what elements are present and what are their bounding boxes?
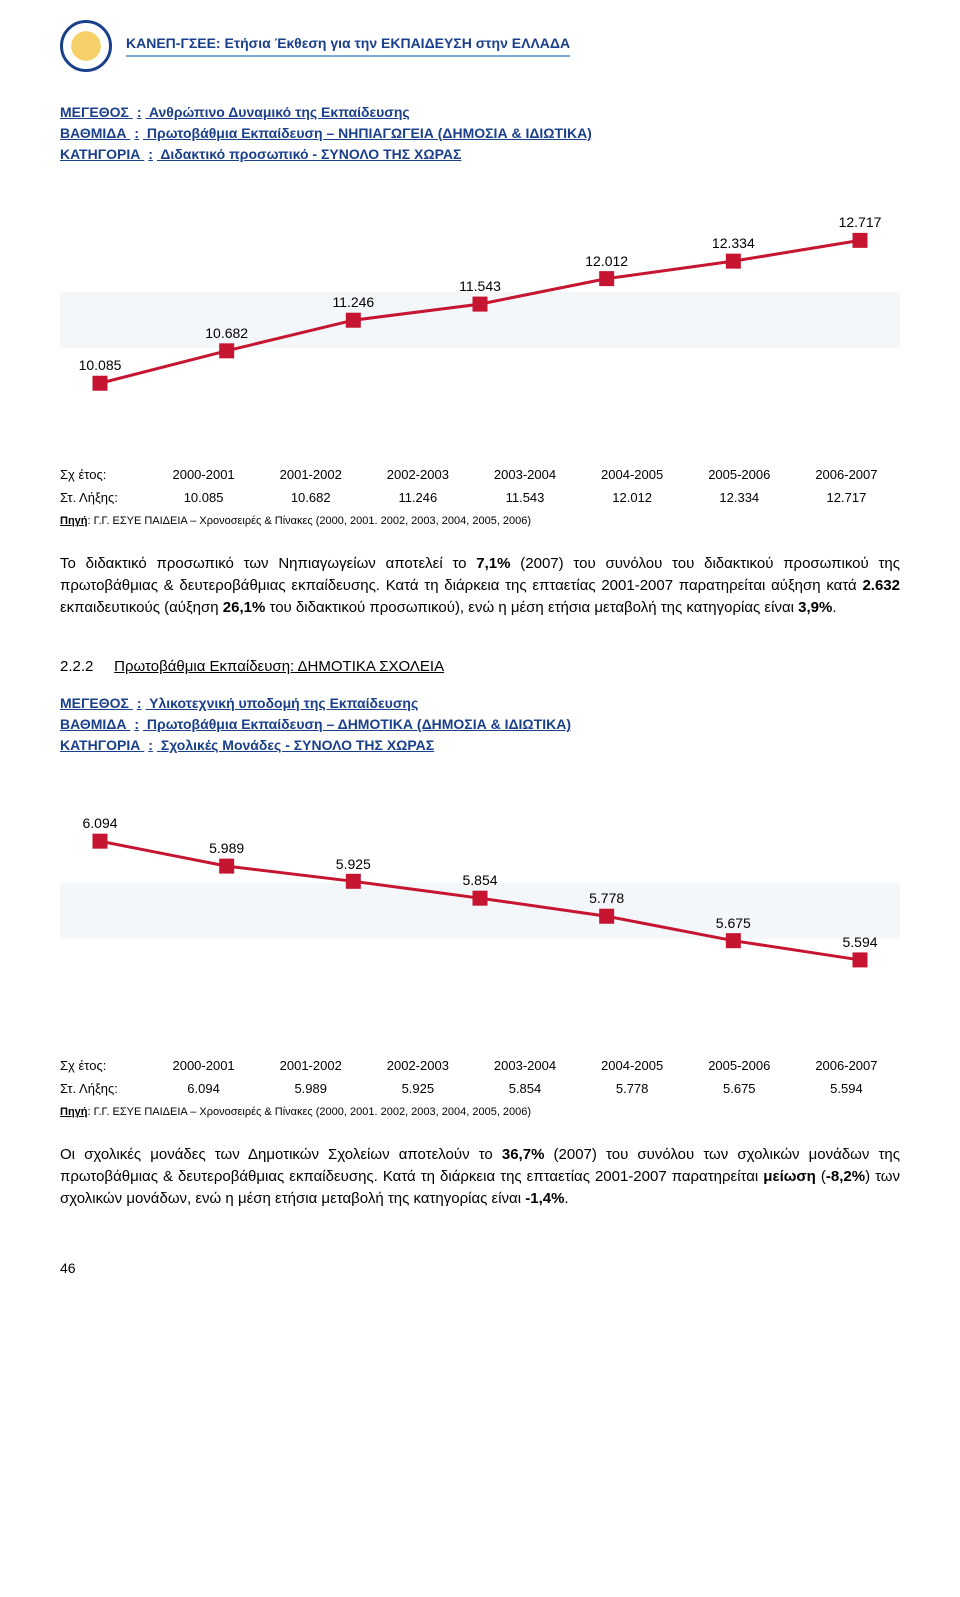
axis-st-lixis-label: Στ. Λήξης: xyxy=(60,486,150,509)
axis-year: 2006-2007 xyxy=(793,1054,900,1077)
axis-value: 12.012 xyxy=(579,486,686,509)
axis-value: 5.778 xyxy=(579,1077,686,1100)
meta-katigoria-label: ΚΑΤΗΓΟΡΙΑ xyxy=(60,146,140,162)
meta-block-1: ΜΕΓΕΘΟΣ : Ανθρώπινο Δυναμικό της Εκπαίδε… xyxy=(60,102,900,165)
axis-year: 2004-2005 xyxy=(579,463,686,486)
chart-point-label: 12.334 xyxy=(712,235,755,251)
axis-value: 6.094 xyxy=(150,1077,257,1100)
paragraph-2: Οι σχολικές μονάδες των Δημοτικών Σχολεί… xyxy=(60,1144,900,1209)
axis-value: 11.543 xyxy=(471,486,578,509)
section-2-2-2-head: 2.2.2 Πρωτοβάθμια Εκπαίδευση: ΔΗΜΟΤΙΚΑ Σ… xyxy=(60,658,900,675)
chart-point-label: 5.675 xyxy=(716,915,751,931)
meta1-vathmida: Πρωτοβάθμια Εκπαίδευση – ΝΗΠΙΑΓΩΓΕΙΑ (ΔΗ… xyxy=(147,125,592,141)
axis-value: 5.925 xyxy=(364,1077,471,1100)
axis-sx-etos-label: Σχ έτος: xyxy=(60,463,150,486)
axis-year: 2004-2005 xyxy=(579,1054,686,1077)
paragraph-1: Το διδακτικό προσωπικό των Νηπιαγωγείων … xyxy=(60,553,900,618)
axis-value: 5.594 xyxy=(793,1077,900,1100)
meta2-katigoria: Σχολικές Μονάδες - ΣΥΝΟΛΟ ΤΗΣ ΧΩΡΑΣ xyxy=(161,737,434,753)
chart-point-label: 11.543 xyxy=(459,278,501,294)
meta2-megethos: Υλικοτεχνική υποδομή της Εκπαίδευσης xyxy=(149,695,418,711)
axis-value: 5.675 xyxy=(686,1077,793,1100)
axis-table-1: Σχ έτος:2000-20012001-20022002-20032003-… xyxy=(60,463,900,509)
chart-point-label: 5.989 xyxy=(209,840,244,856)
meta-katigoria-label-2: ΚΑΤΗΓΟΡΙΑ xyxy=(60,737,140,753)
axis-value: 5.854 xyxy=(471,1077,578,1100)
axis-year: 2000-2001 xyxy=(150,1054,257,1077)
chart-point-label: 10.682 xyxy=(205,325,248,341)
org-logo-icon xyxy=(60,20,112,72)
chart-point-label: 12.717 xyxy=(839,214,882,230)
axis-year: 2005-2006 xyxy=(686,463,793,486)
page-number: 46 xyxy=(60,1260,900,1276)
source-label-2: Πηγή xyxy=(60,1106,88,1118)
source-rest-2: : Γ.Γ. ΕΣΥΕ ΠΑΙΔΕΙΑ – Χρονοσειρές & Πίνα… xyxy=(88,1106,532,1118)
axis-year: 2002-2003 xyxy=(364,1054,471,1077)
axis-value: 10.682 xyxy=(257,486,364,509)
axis-value: 10.085 xyxy=(150,486,257,509)
chart-point-label: 6.094 xyxy=(82,815,117,831)
source-label: Πηγή xyxy=(60,515,88,527)
axis-year: 2001-2002 xyxy=(257,1054,364,1077)
axis-year: 2001-2002 xyxy=(257,463,364,486)
axis-value: 5.989 xyxy=(257,1077,364,1100)
meta-megethos-label-2: ΜΕΓΕΘΟΣ xyxy=(60,695,129,711)
source-1: Πηγή: Γ.Γ. ΕΣΥΕ ΠΑΙΔΕΙΑ – Χρονοσειρές & … xyxy=(60,515,900,527)
running-head: ΚΑΝΕΠ-ΓΣΕΕ: Ετήσια Έκθεση για την ΕΚΠΑΙΔ… xyxy=(60,20,900,72)
axis-st-lixis-label: Στ. Λήξης: xyxy=(60,1077,150,1100)
chart-point-label: 5.778 xyxy=(589,890,624,906)
axis-sx-etos-label: Σχ έτος: xyxy=(60,1054,150,1077)
axis-year: 2003-2004 xyxy=(471,463,578,486)
meta-block-2: ΜΕΓΕΘΟΣ : Υλικοτεχνική υποδομή της Εκπαί… xyxy=(60,693,900,756)
axis-value: 11.246 xyxy=(364,486,471,509)
meta2-vathmida: Πρωτοβάθμια Εκπαίδευση – ΔΗΜΟΤΙΚΑ (ΔΗΜΟΣ… xyxy=(147,716,571,732)
meta-vathmida-label: ΒΑΘΜΙΔΑ xyxy=(60,125,126,141)
axis-year: 2002-2003 xyxy=(364,463,471,486)
axis-year: 2005-2006 xyxy=(686,1054,793,1077)
section-title: Πρωτοβάθμια Εκπαίδευση: ΔΗΜΟΤΙΚΑ ΣΧΟΛΕΙΑ xyxy=(114,658,444,675)
chart-2: 6.094 5.989 5.925 5.854 5.778 5.675 5.594 xyxy=(60,786,900,1046)
meta1-katigoria: Διδακτικό προσωπικό - ΣΥΝΟΛΟ ΤΗΣ ΧΩΡΑΣ xyxy=(160,146,461,162)
source-2: Πηγή: Γ.Γ. ΕΣΥΕ ΠΑΙΔΕΙΑ – Χρονοσειρές & … xyxy=(60,1106,900,1118)
axis-value: 12.334 xyxy=(686,486,793,509)
running-head-text: ΚΑΝΕΠ-ΓΣΕΕ: Ετήσια Έκθεση για την ΕΚΠΑΙΔ… xyxy=(126,35,570,57)
axis-table-2: Σχ έτος:2000-20012001-20022002-20032003-… xyxy=(60,1054,900,1100)
chart-1: 10.085 10.682 11.246 11.543 12.012 12.334 12.7… xyxy=(60,195,900,455)
axis-year: 2006-2007 xyxy=(793,463,900,486)
chart-point-label: 5.925 xyxy=(336,856,371,872)
chart-point-label: 11.246 xyxy=(332,294,374,310)
chart-point-label: 5.594 xyxy=(842,934,877,950)
source-rest: : Γ.Γ. ΕΣΥΕ ΠΑΙΔΕΙΑ – Χρονοσειρές & Πίνα… xyxy=(88,515,532,527)
section-num: 2.2.2 xyxy=(60,658,110,675)
axis-value: 12.717 xyxy=(793,486,900,509)
meta-megethos-label: ΜΕΓΕΘΟΣ xyxy=(60,104,129,120)
chart-point-label: 12.012 xyxy=(585,253,628,269)
chart-point-label: 10.085 xyxy=(79,357,122,373)
axis-year: 2000-2001 xyxy=(150,463,257,486)
meta-vathmida-label-2: ΒΑΘΜΙΔΑ xyxy=(60,716,126,732)
chart-point-label: 5.854 xyxy=(462,872,497,888)
axis-year: 2003-2004 xyxy=(471,1054,578,1077)
meta1-megethos: Ανθρώπινο Δυναμικό της Εκπαίδευσης xyxy=(149,104,410,120)
